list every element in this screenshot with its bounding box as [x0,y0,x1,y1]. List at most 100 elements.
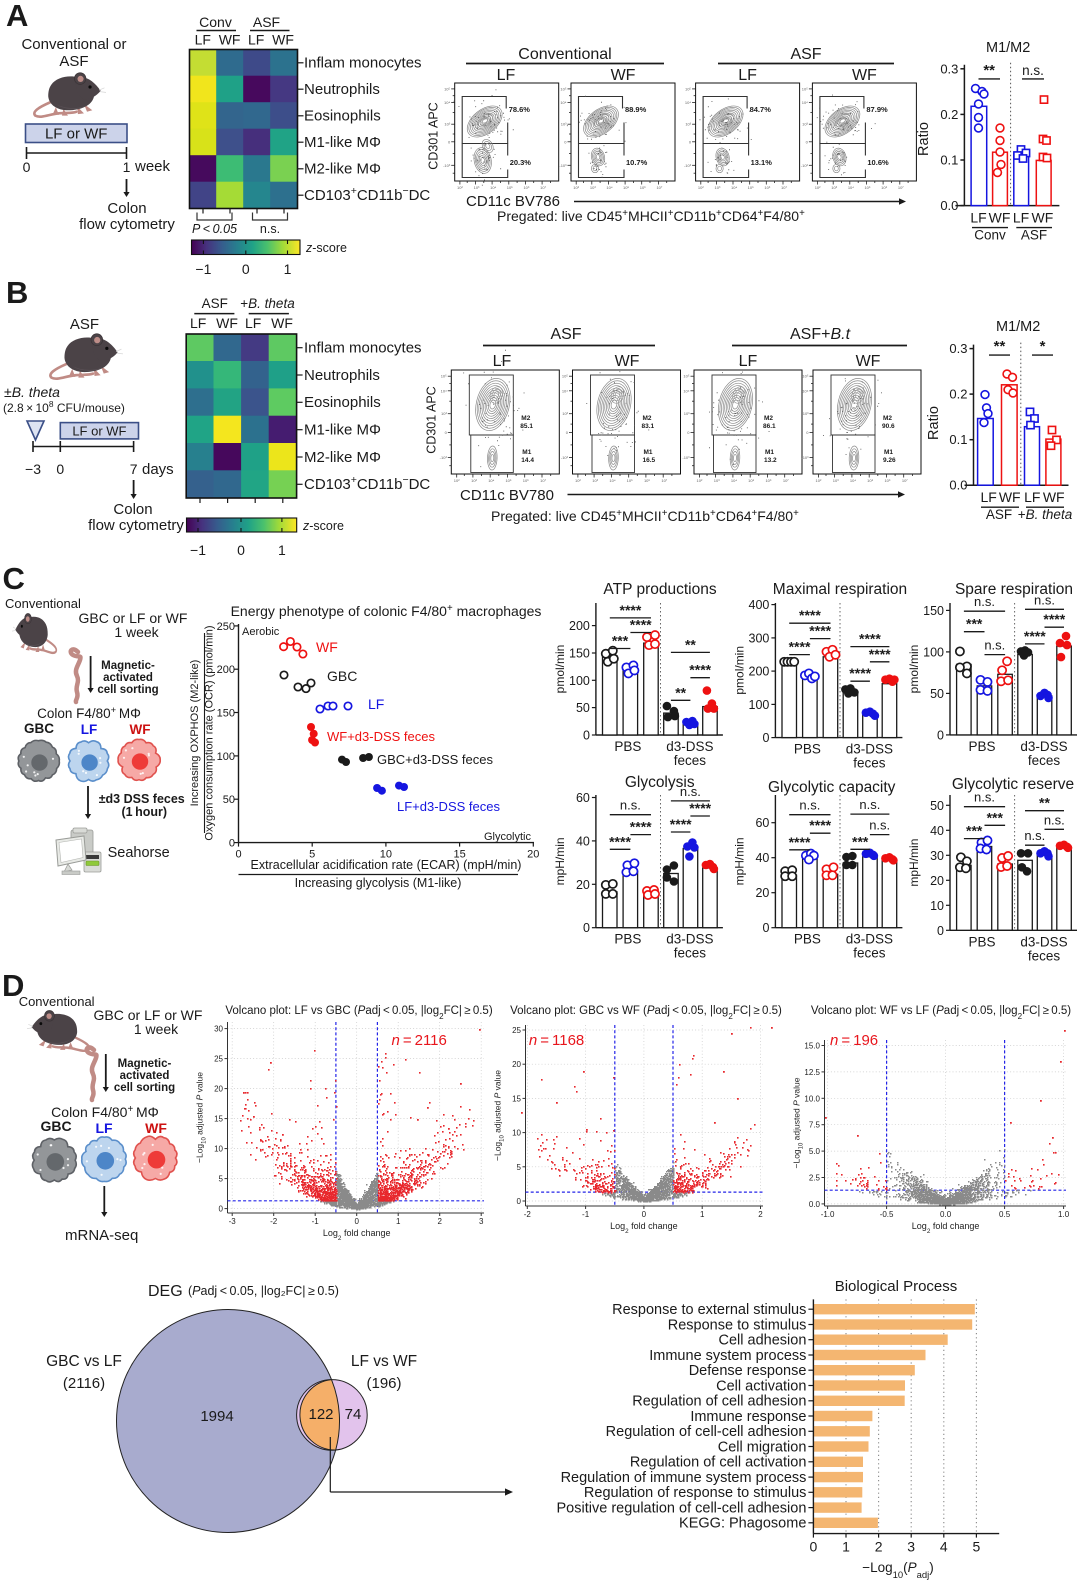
svg-text:LF: LF [245,315,261,331]
svg-text:Pregated: live CD45+MHCII+CD11: Pregated: live CD45+MHCII+CD11b+CD64+F4/… [497,208,805,225]
svg-text:20: 20 [214,1085,223,1094]
svg-text:Seahorse: Seahorse [108,845,170,861]
svg-text:10⁵: 10⁵ [507,185,513,190]
svg-text:20: 20 [512,1060,521,1069]
svg-text:activated: activated [120,1070,170,1082]
svg-text:10⁶: 10⁶ [523,185,529,190]
svg-text:10⁷: 10⁷ [898,185,904,190]
svg-text:feces: feces [1028,753,1061,768]
svg-text:1.0: 1.0 [1058,1210,1070,1219]
svg-text:CD103+CD11b−DC: CD103+CD11b−DC [304,185,430,204]
svg-text:0: 0 [937,728,944,742]
svg-text:+B. theta: +B. theta [240,296,295,311]
svg-text:10.0: 10.0 [804,1094,820,1103]
svg-text:WF: WF [272,32,294,48]
svg-text:10⁵: 10⁵ [627,478,633,483]
svg-text:10⁷: 10⁷ [902,478,908,483]
svg-text:ASF: ASF [202,296,228,311]
svg-text:10⁵: 10⁵ [864,185,870,190]
svg-text:(2116): (2116) [63,1375,105,1392]
svg-text:10⁴: 10⁴ [848,185,854,190]
svg-text:10⁴: 10⁴ [444,100,450,105]
svg-text:d3-DSS: d3-DSS [666,739,713,754]
svg-text:CD301 APC: CD301 APC [427,102,441,169]
svg-text:10⁷: 10⁷ [661,478,667,483]
svg-text:d3-DSS: d3-DSS [666,932,713,947]
svg-text:10⁴: 10⁴ [488,478,494,483]
svg-text:0: 0 [219,1205,224,1214]
svg-text:10⁷: 10⁷ [540,478,546,483]
svg-text:-10³: -10³ [801,163,809,168]
svg-text:0: 0 [517,1197,522,1206]
svg-text:LF: LF [739,353,758,370]
svg-text:Volcano plot: WF vs LF (Padj <: Volcano plot: WF vs LF (Padj < 0.05, |lo… [811,1005,1071,1021]
svg-text:D: D [2,968,24,1003]
svg-text:Immune response: Immune response [690,1409,806,1425]
svg-text:WF: WF [999,489,1021,505]
svg-text:n.s.: n.s. [799,798,820,813]
svg-text:10⁷: 10⁷ [781,185,787,190]
svg-text:ASF: ASF [70,316,99,333]
svg-text:****: **** [609,833,631,849]
svg-text:****: **** [630,819,652,835]
svg-text:n = 2116: n = 2116 [392,1032,447,1049]
svg-text:2: 2 [437,1217,442,1226]
svg-text:M1-like MΦ: M1-like MΦ [304,422,381,439]
svg-text:0: 0 [235,849,241,861]
svg-text:LF: LF [497,67,516,84]
svg-text:mRNA-seq: mRNA-seq [65,1227,138,1244]
svg-text:40: 40 [755,851,769,865]
svg-text:9.26: 9.26 [883,457,896,464]
svg-text:10⁴: 10⁴ [490,185,496,190]
svg-text:days: days [142,461,174,478]
svg-text:10⁵: 10⁵ [562,374,568,379]
svg-text:10: 10 [512,1129,521,1138]
svg-text:C: C [3,561,25,596]
svg-text:7.5: 7.5 [809,1121,821,1130]
svg-text:0.0: 0.0 [809,1200,821,1209]
svg-text:M1/M2: M1/M2 [996,319,1040,335]
svg-text:n.s.: n.s. [1034,592,1055,607]
svg-text:200: 200 [569,619,590,633]
svg-text:z-score: z-score [305,241,347,255]
svg-text:20.3%: 20.3% [510,158,532,167]
svg-text:CD11c BV780: CD11c BV780 [460,487,554,504]
svg-text:M1: M1 [884,449,893,456]
svg-text:0: 0 [229,838,235,850]
svg-text:13.2: 13.2 [764,457,777,464]
svg-text:flow cytometry: flow cytometry [88,517,184,534]
svg-text:mpH/min: mpH/min [553,837,567,885]
svg-text:LF: LF [368,696,384,712]
svg-text:Ratio: Ratio [916,122,932,156]
svg-text:z-score: z-score [302,519,344,533]
svg-text:0: 0 [583,921,590,935]
svg-text:10⁵: 10⁵ [560,86,566,91]
svg-text:-2: -2 [270,1217,278,1226]
svg-text:Inflam monocytes: Inflam monocytes [304,340,422,357]
svg-text:n.s.: n.s. [984,638,1005,653]
svg-text:ASF: ASF [550,326,581,343]
svg-text:200: 200 [749,665,770,679]
svg-text:1: 1 [842,1539,850,1555]
svg-text:60: 60 [576,791,590,805]
svg-text:Regulation of immune system pr: Regulation of immune system process [561,1470,807,1486]
svg-text:Regulation of cell-cell adhesi: Regulation of cell-cell adhesion [606,1424,807,1440]
svg-text:10⁶: 10⁶ [640,185,646,190]
svg-text:1: 1 [123,159,131,175]
svg-text:Aerobic: Aerobic [242,626,280,638]
svg-text:LF: LF [95,1120,113,1136]
svg-text:Eosinophils: Eosinophils [304,108,381,125]
svg-text:3: 3 [479,1217,484,1226]
svg-text:**: ** [685,636,696,652]
svg-text:Pregated: live CD45+MHCII+CD11: Pregated: live CD45+MHCII+CD11b+CD64+F4/… [491,508,799,525]
svg-text:PBS: PBS [794,932,821,947]
svg-text:5: 5 [973,1539,981,1555]
svg-text:WF: WF [1043,489,1065,505]
svg-text:10.6%: 10.6% [867,158,889,167]
svg-text:15: 15 [512,1094,521,1103]
svg-text:4: 4 [940,1539,948,1555]
svg-text:CD11c BV786: CD11c BV786 [466,193,560,210]
svg-text:100: 100 [749,698,770,712]
svg-text:5: 5 [517,1163,522,1172]
svg-text:Oxygen consumption rate (OCR): Oxygen consumption rate (OCR) (pmol/min) [204,625,216,840]
